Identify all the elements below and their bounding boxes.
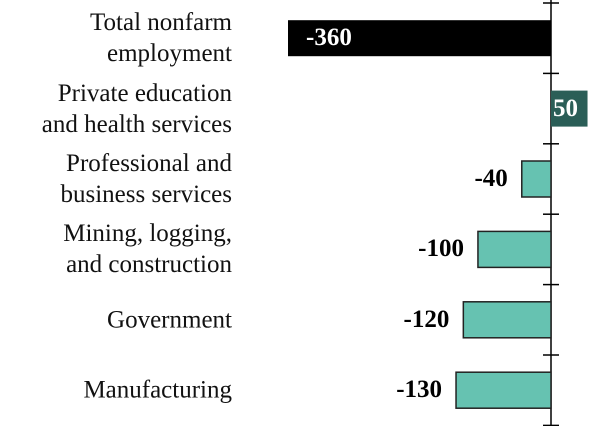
bar — [551, 90, 588, 127]
value-label: 50 — [553, 94, 578, 122]
value-label: -100 — [418, 235, 464, 263]
category-label: Private education and health services — [41, 79, 232, 138]
category-label: Government — [107, 306, 232, 334]
category-label: Total nonfarm employment — [90, 9, 232, 68]
value-label: -120 — [403, 305, 450, 333]
category-label: Professional and business services — [60, 150, 233, 208]
bar — [455, 371, 552, 409]
bar — [521, 160, 552, 198]
category-label: Manufacturing — [83, 376, 232, 404]
category-label: Mining, logging, and construction — [63, 220, 232, 279]
bar — [288, 20, 551, 57]
bar — [477, 230, 552, 269]
value-label: -40 — [474, 165, 508, 192]
bar — [462, 301, 552, 339]
value-label: -130 — [396, 376, 443, 404]
value-label: -360 — [306, 24, 352, 52]
